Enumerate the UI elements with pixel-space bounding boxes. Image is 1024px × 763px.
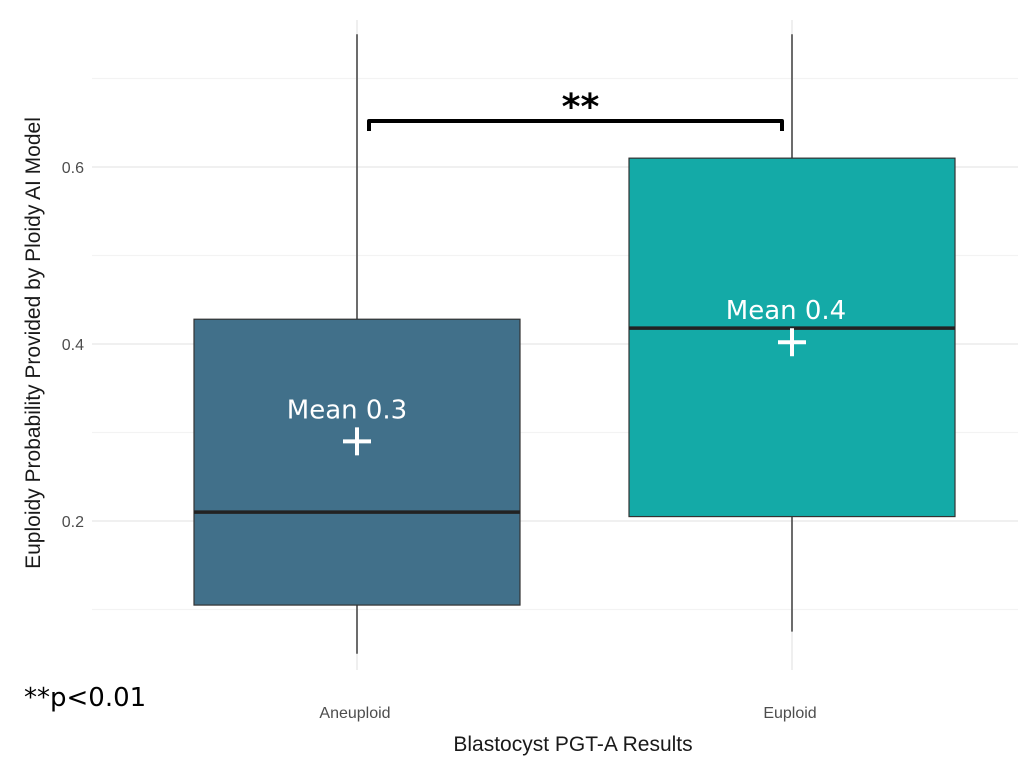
p-value-footnote: **p<0.01 xyxy=(24,683,146,713)
x-tick-labels: Aneuploid Euploid xyxy=(319,705,816,722)
boxes xyxy=(193,157,956,606)
mean-markers: Mean 0.3 Mean 0.4 xyxy=(287,296,846,456)
y-tick-label: 0.6 xyxy=(62,160,84,177)
significance-bracket-group: ** xyxy=(367,87,784,131)
mean-label-euploid: Mean 0.4 xyxy=(726,296,846,326)
y-tick-label: 0.4 xyxy=(62,337,84,354)
box-aneuploid xyxy=(193,318,521,606)
y-tick-labels: 0.2 0.4 0.6 xyxy=(62,160,84,531)
x-tick-label-aneuploid: Aneuploid xyxy=(319,705,390,722)
significance-bracket xyxy=(367,119,784,131)
significance-label: ** xyxy=(562,87,600,128)
x-axis-title: Blastocyst PGT-A Results xyxy=(453,733,692,756)
x-tick-label-euploid: Euploid xyxy=(763,705,816,722)
mean-label-aneuploid: Mean 0.3 xyxy=(287,395,407,425)
y-tick-label: 0.2 xyxy=(62,514,84,531)
median-lines xyxy=(194,326,955,514)
y-axis-title: Euploidy Probability Provided by Ploidy … xyxy=(22,117,45,569)
